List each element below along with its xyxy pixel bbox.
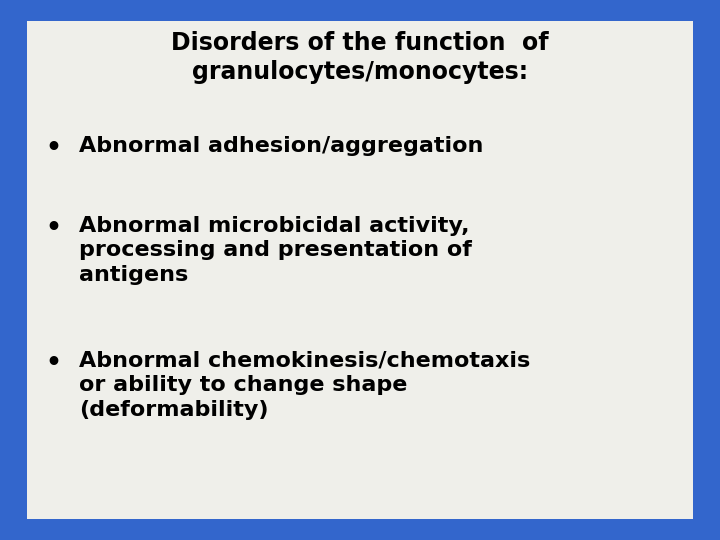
Text: •: • xyxy=(45,215,61,240)
Text: Abnormal adhesion/aggregation: Abnormal adhesion/aggregation xyxy=(79,136,484,156)
Text: Disorders of the function  of
granulocytes/monocytes:: Disorders of the function of granulocyte… xyxy=(171,31,549,84)
Text: Abnormal chemokinesis/chemotaxis
or ability to change shape
(deformability): Abnormal chemokinesis/chemotaxis or abil… xyxy=(79,350,531,420)
Text: •: • xyxy=(45,136,61,159)
Text: •: • xyxy=(45,350,61,375)
Text: Abnormal microbicidal activity,
processing and presentation of
antigens: Abnormal microbicidal activity, processi… xyxy=(79,215,472,285)
